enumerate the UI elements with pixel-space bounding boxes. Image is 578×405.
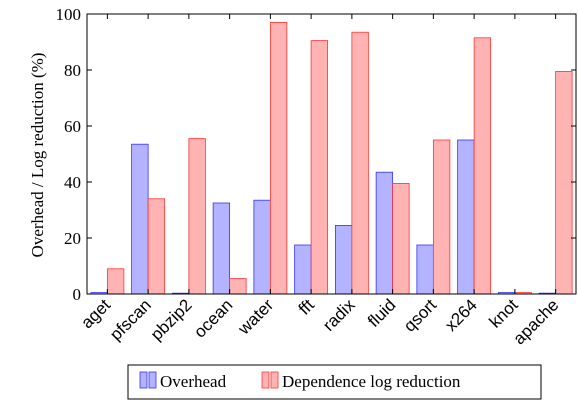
y-tick-label-60: 60	[64, 117, 81, 136]
x-tick-label-pbzip2: pbzip2	[147, 295, 196, 344]
legend-swatch-overhead	[139, 371, 148, 389]
y-tick-label-80: 80	[64, 61, 81, 80]
x-tick-label-fluid: fluid	[364, 295, 399, 330]
legend-swatch-overhead-2	[148, 371, 157, 389]
bar-radix-overhead	[334, 224, 353, 295]
x-tick-label-radix: radix	[319, 295, 359, 335]
bar-radix-log-reduction	[351, 31, 369, 295]
x-tick-label-apache: apache	[510, 295, 563, 348]
x-tick-label-fft: fft	[295, 295, 318, 318]
bar-fluid-log-reduction	[392, 182, 410, 295]
bar-pfscan-log-reduction	[147, 198, 166, 295]
bar-ocean-log-reduction	[229, 278, 247, 295]
x-tick-label-x264: x264	[441, 295, 481, 335]
bars-layer	[90, 21, 573, 295]
legend-swatch-log-reduction-2	[270, 371, 279, 389]
bar-pfscan-overhead	[131, 143, 149, 295]
y-tick-label-20: 20	[64, 229, 81, 248]
ticks-layer	[87, 13, 576, 295]
x-tick-label-qsort: qsort	[400, 295, 440, 335]
y-tick-label-40: 40	[64, 173, 81, 192]
bar-qsort-log-reduction	[432, 139, 451, 295]
y-tick-label-100: 100	[56, 5, 82, 24]
x-tick-label-aget: aget	[77, 295, 114, 332]
plot-frame	[86, 13, 577, 295]
y-tick-label-0: 0	[73, 285, 82, 304]
bar-aget-log-reduction	[106, 268, 125, 295]
x-tick-label-pfscan: pfscan	[106, 295, 155, 344]
bar-water-log-reduction	[269, 21, 288, 295]
x-tick-label-ocean: ocean	[190, 295, 236, 341]
bar-pbzip2-log-reduction	[188, 138, 206, 295]
bar-qsort-overhead	[416, 244, 434, 295]
legend: Overhead Dependence log reduction	[127, 364, 542, 400]
legend-entries: Overhead Dependence log reduction	[139, 371, 461, 391]
x-tick-label-knot: knot	[486, 295, 522, 331]
bar-x264-log-reduction	[473, 37, 492, 295]
x-tick-label-water: water	[234, 295, 278, 339]
bar-fluid-overhead	[375, 171, 394, 295]
legend-box	[127, 364, 542, 400]
bar-x264-overhead	[457, 139, 475, 295]
bar-fft-log-reduction	[310, 40, 329, 295]
bar-fft-overhead	[294, 244, 312, 295]
legend-label-log-reduction: Dependence log reduction	[282, 372, 461, 391]
bar-apache-log-reduction	[555, 71, 573, 295]
legend-swatch-log-reduction	[261, 371, 270, 389]
bar-ocean-overhead	[212, 202, 231, 295]
legend-label-overhead: Overhead	[160, 372, 227, 391]
bar-water-overhead	[253, 199, 271, 295]
y-axis-title: Overhead / Log reduction (%)	[28, 53, 47, 258]
